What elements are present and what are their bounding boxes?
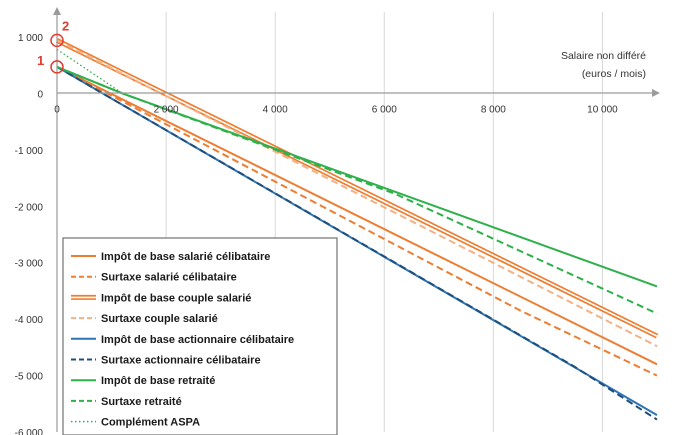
y-axis-arrow [53,7,61,15]
y-tick-label-6: -5 000 [15,372,44,383]
x-axis-arrow [652,89,660,97]
marker-label-2: 2 [62,18,69,33]
x-tick-label-1: 2 000 [154,104,179,115]
legend: Impôt de base salarié célibataire Surtaxe… [62,237,338,435]
y-tick-label-2: -1 000 [15,146,44,157]
y-tick-label-0: 1 000 [18,33,43,44]
series-line-0 [56,66,658,366]
legend-label-5: Surtaxe actionnaire célibataire [101,355,261,367]
axes [53,7,660,432]
legend-box [62,237,338,435]
legend-label-1: Surtaxe salarié célibataire [101,272,237,284]
series-layer [55,38,659,421]
x-tick-label-2: 4 000 [263,104,288,115]
series-line-2-inner [56,39,658,337]
legend-label-0: Impôt de base salarié célibataire [101,251,270,263]
y-tick-label-5: -4 000 [15,315,44,326]
series-line-3 [56,39,658,348]
x-tick-label-4: 8 000 [481,104,506,115]
legend-label-3: Surtaxe couple salarié [101,313,218,325]
marker-label-1: 1 [37,53,44,68]
x-tick-label-0: 0 [54,104,60,115]
series-line-5 [56,66,658,421]
x-axis-title-line2: (euros / mois) [582,68,646,80]
x-tick-label-3: 6 000 [372,104,397,115]
markers: 12 [37,18,69,74]
series-line-8 [56,48,123,94]
y-tick-label-4: -3 000 [15,259,44,270]
series-line-1 [56,66,658,377]
x-tick-label-5: 10 000 [587,104,618,115]
series-line-7 [56,65,658,315]
legend-label-2: Impôt de base couple salarié [101,292,251,304]
y-tick-label-1: 0 [37,89,43,100]
y-tick-label-3: -2 000 [15,202,44,213]
marker-circle-2 [50,33,64,48]
legend-label-6: Impôt de base retraité [101,375,215,387]
legend-label-7: Surtaxe retraité [101,396,182,408]
legend-label-4: Impôt de base actionnaire célibataire [101,334,294,346]
y-tick-label-7: -6 000 [15,428,44,435]
legend-label-8: Complément ASPA [101,417,200,429]
marker-circle-1 [50,60,64,74]
tick-labels: 0 2 000 4 000 6 000 8 000 10 000 1 000 0 -1 000 -… [15,33,619,435]
x-axis-title-line1: Salaire non différé [561,50,646,62]
